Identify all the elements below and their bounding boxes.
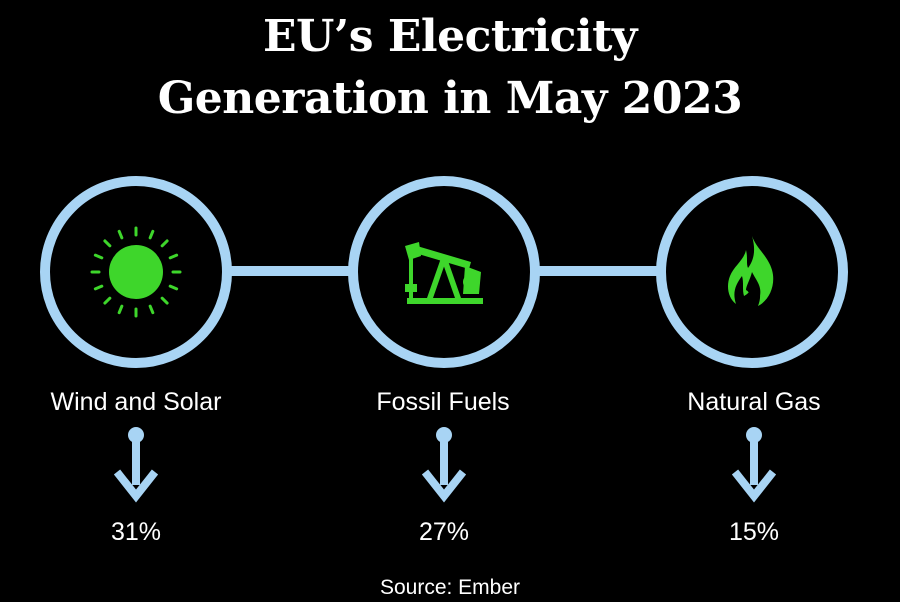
sun-ray (148, 304, 155, 315)
sun-ray (103, 296, 112, 305)
down-arrow-icon (422, 427, 466, 503)
oil-pump-icon (405, 242, 483, 304)
sun-ray (93, 284, 104, 291)
natural-gas-value: 15% (728, 518, 780, 546)
flame-icon (728, 236, 774, 306)
wind-solar-circle (40, 176, 232, 368)
down-arrow-icon (732, 427, 776, 503)
title-line-1: EU’s Electricity (263, 11, 637, 62)
connector-line (224, 266, 364, 276)
sun-ray (148, 229, 155, 240)
sun-icon (90, 226, 182, 318)
down-arrow-icon (114, 427, 158, 503)
sun-ray (160, 239, 169, 248)
sun-ray (168, 253, 179, 260)
source-note: Source: Ember (379, 576, 521, 599)
sun-ray (160, 296, 169, 305)
sun-ray (93, 253, 104, 260)
fossil-fuels-circle (348, 176, 540, 368)
fossil-fuels-label: Fossil Fuels (376, 388, 510, 416)
natural-gas-circle (656, 176, 848, 368)
sun-ray (117, 304, 124, 315)
page-title: EU’s Electricity Generation in May 2023 (0, 6, 900, 130)
sun-ray (103, 239, 112, 248)
sun-ray (117, 229, 124, 240)
natural-gas-label: Natural Gas (687, 388, 821, 416)
title-line-2: Generation in May 2023 (157, 73, 743, 124)
wind-solar-value: 31% (110, 518, 162, 546)
wind-solar-label: Wind and Solar (50, 388, 222, 416)
connector-line (532, 266, 672, 276)
fossil-fuels-value: 27% (418, 518, 470, 546)
sun-ray (168, 284, 179, 291)
